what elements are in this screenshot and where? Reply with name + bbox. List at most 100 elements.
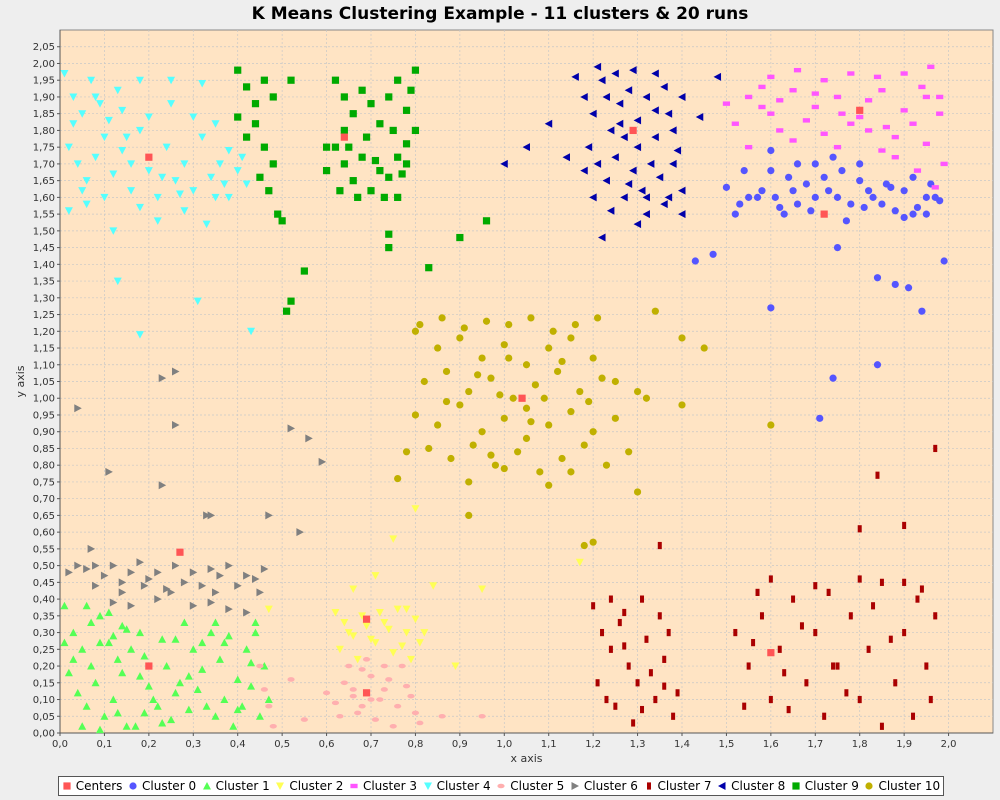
data-point	[758, 187, 766, 195]
data-point	[438, 713, 446, 719]
y-tick-label: 0,85	[33, 444, 55, 455]
data-point	[913, 203, 922, 212]
data-point	[385, 677, 393, 682]
data-point	[625, 448, 633, 456]
data-point	[811, 104, 819, 110]
data-point	[260, 564, 269, 573]
data-point	[73, 160, 82, 168]
data-point	[82, 177, 91, 185]
data-point	[189, 645, 198, 653]
data-point	[127, 568, 136, 577]
data-point	[911, 712, 916, 720]
data-point	[640, 595, 645, 603]
data-point	[224, 193, 233, 202]
data-point	[831, 662, 836, 670]
data-point	[402, 629, 411, 637]
data-point	[825, 187, 833, 195]
data-point	[736, 200, 744, 208]
legend-swatch	[202, 782, 211, 790]
data-point	[842, 217, 850, 225]
data-point	[434, 344, 442, 352]
data-point	[113, 86, 122, 95]
data-point	[251, 628, 260, 637]
y-tick-label: 0,10	[33, 695, 55, 706]
data-point	[608, 595, 613, 603]
data-point	[651, 133, 659, 142]
x-tick-label: 1,7	[807, 739, 823, 750]
series-cluster-7	[591, 444, 938, 730]
data-point	[811, 91, 819, 96]
legend-label: Cluster 3	[362, 779, 417, 793]
x-tick-label: 0,3	[185, 739, 201, 750]
data-point	[238, 153, 247, 162]
data-point	[847, 200, 855, 208]
data-point	[887, 183, 895, 191]
data-point	[856, 177, 864, 185]
data-point	[536, 468, 544, 476]
data-point	[865, 187, 873, 195]
data-point	[207, 598, 216, 607]
data-point	[624, 179, 633, 188]
data-point	[64, 143, 73, 152]
legend-label: Cluster 1	[215, 779, 270, 793]
data-point	[167, 588, 176, 597]
data-point	[838, 167, 846, 175]
data-point	[215, 655, 224, 663]
y-tick-label: 2,05	[33, 42, 55, 53]
data-point	[118, 578, 127, 587]
data-point	[198, 133, 207, 142]
data-point	[234, 113, 242, 121]
data-point	[785, 173, 793, 181]
data-point	[767, 146, 775, 155]
data-point	[768, 575, 773, 583]
data-point	[598, 76, 606, 85]
data-point	[820, 78, 828, 83]
data-point	[135, 126, 144, 135]
data-point	[673, 146, 682, 155]
data-point	[145, 153, 153, 161]
data-point	[811, 160, 819, 168]
legend-item: Cluster 5	[496, 779, 564, 793]
data-point	[158, 481, 167, 490]
data-point	[358, 612, 367, 620]
x-tick-label: 1,1	[541, 739, 557, 750]
data-point	[95, 100, 104, 108]
data-point	[429, 582, 438, 590]
data-point	[233, 167, 242, 175]
data-point	[353, 655, 362, 664]
data-point	[733, 628, 738, 637]
data-point	[411, 126, 420, 135]
data-point	[545, 481, 553, 489]
data-point	[260, 143, 268, 151]
data-point	[549, 327, 557, 335]
data-point	[591, 602, 596, 610]
data-point	[65, 568, 73, 577]
data-point	[140, 581, 149, 590]
data-point	[642, 394, 651, 402]
data-point	[109, 695, 118, 704]
legend-swatch	[865, 782, 874, 790]
data-point	[580, 92, 588, 101]
data-point	[745, 94, 753, 100]
data-point	[109, 631, 118, 640]
x-axis-label: x axis	[510, 752, 542, 765]
data-point	[755, 588, 760, 596]
data-point	[122, 133, 131, 142]
data-point	[345, 143, 353, 151]
data-point	[154, 568, 162, 577]
data-point	[826, 588, 831, 596]
data-point	[402, 160, 411, 168]
data-point	[394, 703, 402, 709]
data-point	[362, 615, 371, 623]
data-point	[394, 76, 402, 84]
data-point	[167, 76, 176, 85]
y-tick-label: 1,15	[33, 344, 55, 355]
data-point	[175, 678, 184, 687]
data-point	[902, 628, 907, 637]
data-point	[380, 193, 388, 201]
data-point	[411, 66, 420, 74]
data-point	[465, 511, 473, 520]
legend-label: Cluster 4	[436, 779, 491, 793]
data-point	[505, 354, 513, 362]
data-point	[746, 662, 751, 670]
